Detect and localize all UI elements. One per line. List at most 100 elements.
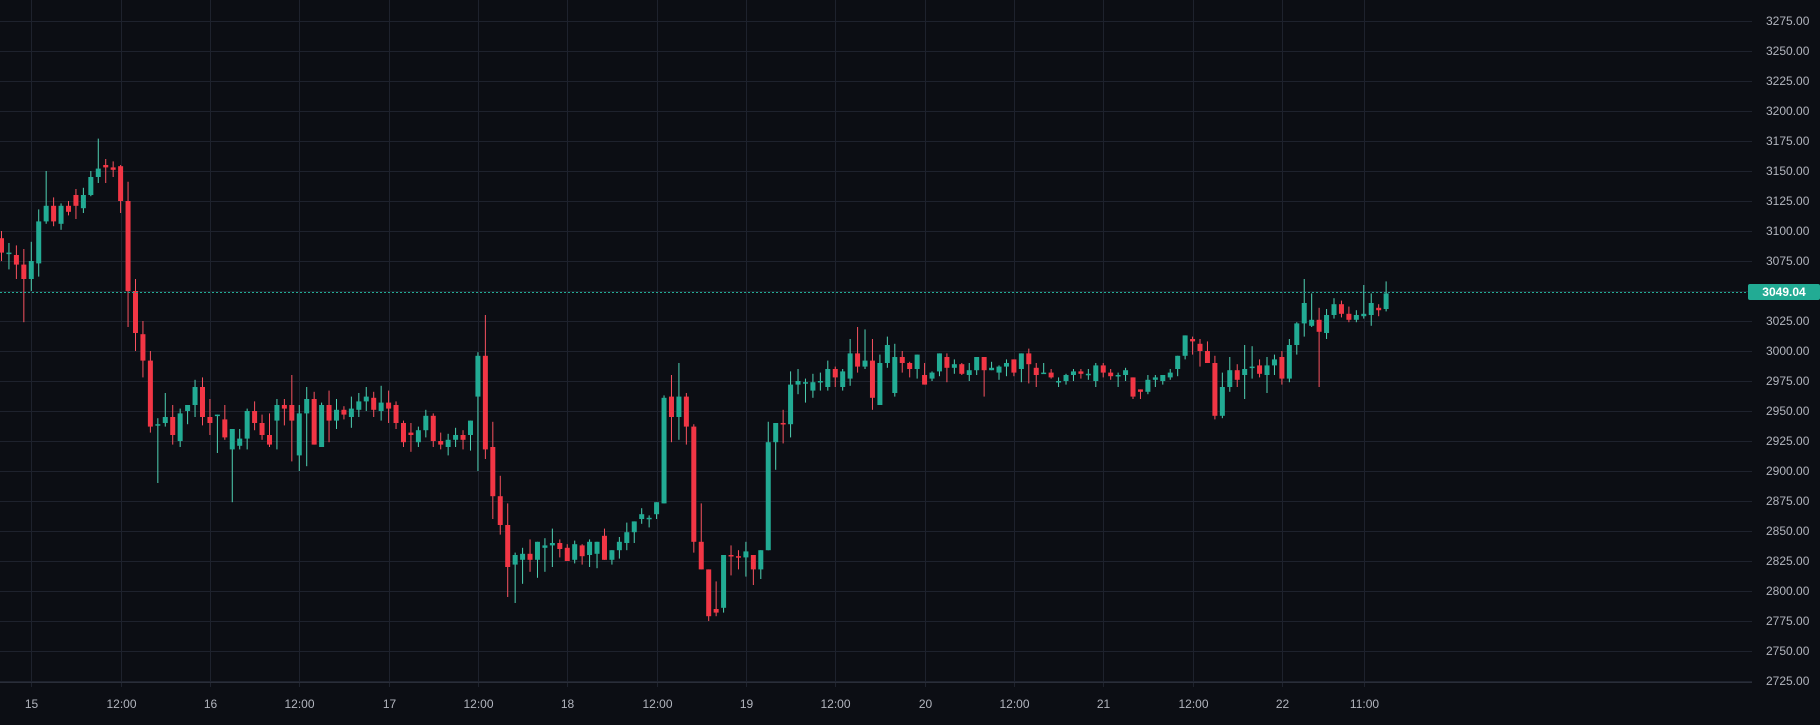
candle-down[interactable] (460, 435, 466, 440)
candle-down[interactable] (311, 399, 317, 445)
candle-down[interactable] (922, 375, 928, 385)
candle-up[interactable] (1361, 313, 1367, 317)
candle-up[interactable] (378, 402, 384, 411)
candle-up[interactable] (1152, 377, 1158, 380)
candle-up[interactable] (445, 439, 451, 447)
candle-up[interactable] (929, 372, 935, 379)
candle-down[interactable] (557, 543, 563, 549)
candle-up[interactable] (1368, 303, 1374, 315)
candle-up[interactable] (1160, 375, 1166, 381)
candle-up[interactable] (512, 555, 518, 565)
candle-up[interactable] (1070, 371, 1076, 375)
candle-up[interactable] (676, 396, 682, 417)
candle-up[interactable] (58, 205, 64, 224)
candle-up[interactable] (631, 521, 637, 533)
candle-down[interactable] (222, 419, 228, 438)
candle-up[interactable] (28, 261, 34, 279)
candle-down[interactable] (735, 556, 741, 558)
candle-up[interactable] (348, 408, 354, 417)
candle-up[interactable] (214, 414, 220, 417)
candle-down[interactable] (110, 167, 116, 170)
candle-up[interactable] (966, 370, 972, 375)
candle-down[interactable] (140, 334, 146, 361)
candle-up[interactable] (572, 544, 578, 560)
candle-down[interactable] (869, 360, 875, 398)
candle-up[interactable] (296, 413, 302, 456)
candle-up[interactable] (1145, 379, 1151, 392)
candle-up[interactable] (1301, 303, 1307, 324)
candle-up[interactable] (1264, 365, 1270, 375)
candle-up[interactable] (594, 541, 600, 554)
candle-up[interactable] (415, 430, 421, 443)
candle-up[interactable] (840, 371, 846, 387)
candle-up[interactable] (758, 550, 764, 570)
candle-down[interactable] (750, 555, 756, 570)
candle-up[interactable] (237, 438, 243, 446)
candle-down[interactable] (252, 411, 258, 423)
candle-up[interactable] (1294, 323, 1300, 345)
candle-up[interactable] (810, 382, 816, 391)
candle-down[interactable] (430, 415, 436, 441)
candle-up[interactable] (661, 397, 667, 504)
candle-down[interactable] (371, 397, 377, 410)
candle-down[interactable] (691, 426, 697, 542)
candle-up[interactable] (1219, 387, 1225, 416)
candle-up[interactable] (177, 413, 183, 441)
candle-down[interactable] (505, 525, 511, 567)
candle-up[interactable] (847, 353, 853, 379)
candle-down[interactable] (118, 166, 124, 201)
candle-down[interactable] (147, 360, 153, 427)
candle-down[interactable] (706, 569, 712, 617)
candle-up[interactable] (884, 345, 890, 363)
candle-up[interactable] (1003, 363, 1009, 367)
candle-down[interactable] (780, 423, 786, 425)
candle-down[interactable] (1212, 363, 1218, 416)
candle-up[interactable] (817, 381, 823, 383)
candle-down[interactable] (281, 405, 287, 409)
candle-down[interactable] (564, 547, 570, 561)
candle-up[interactable] (1271, 359, 1277, 366)
candle-down[interactable] (959, 364, 965, 374)
candle-up[interactable] (989, 367, 995, 371)
candle-up[interactable] (1093, 365, 1099, 381)
candle-down[interactable] (497, 496, 503, 525)
candle-up[interactable] (333, 409, 339, 421)
candle-down[interactable] (207, 417, 213, 423)
candle-down[interactable] (683, 396, 689, 427)
candle-up[interactable] (319, 405, 325, 447)
candle-down[interactable] (393, 405, 399, 423)
candle-up[interactable] (877, 363, 883, 405)
candle-down[interactable] (21, 264, 27, 279)
candle-up[interactable] (6, 252, 12, 255)
candle-down[interactable] (1234, 370, 1240, 380)
candle-up[interactable] (363, 396, 369, 402)
candle-up[interactable] (765, 442, 771, 551)
candle-down[interactable] (1197, 343, 1203, 351)
candle-down[interactable] (0, 238, 4, 253)
candle-up[interactable] (743, 551, 749, 558)
candle-up[interactable] (1175, 355, 1181, 369)
candle-up[interactable] (624, 532, 630, 543)
candle-down[interactable] (438, 441, 444, 445)
candle-up[interactable] (639, 514, 645, 519)
candle-up[interactable] (1018, 353, 1024, 369)
candle-up[interactable] (1085, 373, 1091, 376)
candle-down[interactable] (1338, 304, 1344, 314)
candle-down[interactable] (1011, 359, 1017, 373)
candle-down[interactable] (1376, 307, 1382, 311)
candle-down[interactable] (1137, 389, 1143, 392)
candle-up[interactable] (520, 553, 526, 560)
candle-up[interactable] (1041, 372, 1047, 375)
candle-down[interactable] (386, 402, 392, 409)
candle-up[interactable] (1056, 381, 1062, 383)
candle-up[interactable] (1249, 366, 1255, 369)
candle-up[interactable] (1353, 315, 1359, 320)
candle-up[interactable] (996, 366, 1002, 373)
candle-down[interactable] (408, 432, 414, 435)
candle-down[interactable] (1204, 351, 1210, 363)
candle-up[interactable] (185, 405, 191, 411)
candle-up[interactable] (467, 420, 473, 435)
candle-up[interactable] (88, 177, 94, 195)
candle-down[interactable] (1033, 367, 1039, 375)
